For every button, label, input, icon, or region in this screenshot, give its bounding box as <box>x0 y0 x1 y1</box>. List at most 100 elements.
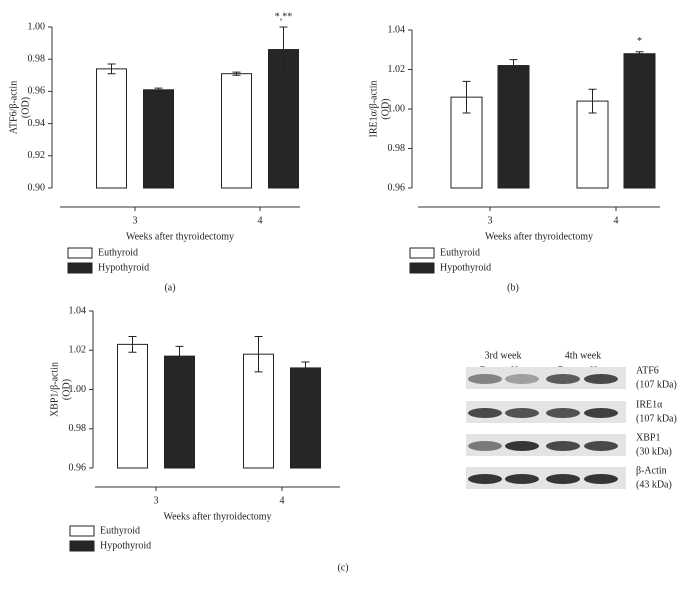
y-axis-label: ATF6/β-actin <box>8 81 19 134</box>
blot-protein: IRE1α <box>636 399 663 410</box>
legend-swatch <box>409 247 435 259</box>
error-bar <box>107 63 116 75</box>
x-tick-label: 3 <box>133 215 138 226</box>
y-tick-label: 1.00 <box>28 21 46 32</box>
error-bar <box>462 80 471 114</box>
y-axis-label: IRE1α/β-actin <box>368 81 379 138</box>
blot-size: (30 kDa) <box>636 446 672 457</box>
error-bar <box>279 26 288 73</box>
bar <box>497 65 530 189</box>
blot-band <box>468 441 502 451</box>
bar <box>576 100 609 189</box>
blot-band <box>584 374 618 384</box>
blot-protein: XBP1 <box>636 432 660 443</box>
blot-band <box>505 408 539 418</box>
y-axis-label: XBP1/β-actin <box>49 362 60 417</box>
blot-band <box>546 474 580 484</box>
legend-swatch <box>409 262 435 274</box>
y-tick-label: 1.04 <box>388 24 406 35</box>
error-bar <box>154 87 163 92</box>
blot-band <box>584 474 618 484</box>
legend-label: Hypothyroid <box>440 262 491 273</box>
x-tick-label: 3 <box>488 215 493 226</box>
x-tick-label: 4 <box>280 495 285 506</box>
legend-label: Euthyroid <box>440 247 480 258</box>
legend-swatch <box>67 247 93 259</box>
y-tick-label: 0.92 <box>28 150 46 161</box>
blot-strip <box>466 467 626 489</box>
y-axis-label: (OD) <box>61 379 72 400</box>
y-tick-label: 0.98 <box>69 423 87 434</box>
blot-band <box>584 441 618 451</box>
legend-swatch <box>69 540 95 552</box>
blot-strip <box>466 401 626 423</box>
y-tick-label: 0.96 <box>28 86 46 97</box>
y-tick-label: 1.00 <box>69 384 87 395</box>
blot-strip <box>466 434 626 456</box>
error-bar <box>232 71 241 76</box>
blot-size: (107 kDa) <box>636 413 677 424</box>
blot-size: (43 kDa) <box>636 479 672 490</box>
legend-swatch <box>69 525 95 537</box>
error-bar <box>175 345 184 367</box>
bar <box>221 73 252 189</box>
error-bar <box>254 336 263 373</box>
blot-band <box>546 374 580 384</box>
y-tick-label: 1.02 <box>69 345 87 356</box>
blot-band <box>584 408 618 418</box>
y-tick-label: 0.98 <box>28 53 46 64</box>
legend-label: Hypothyroid <box>100 540 151 551</box>
bar <box>290 367 321 469</box>
blot-band <box>505 374 539 384</box>
y-axis-label: (OD) <box>380 98 391 119</box>
y-tick-label: 0.94 <box>28 118 46 129</box>
blot-group-label: 4th week <box>565 350 601 361</box>
y-tick-label: 1.02 <box>388 64 406 75</box>
x-tick-label: 3 <box>154 495 159 506</box>
blot-protein: ATF6 <box>636 365 659 376</box>
x-axis-label: Weeks after thyroidectomy <box>485 231 593 242</box>
blot-band <box>505 441 539 451</box>
y-tick-label: 1.04 <box>69 305 87 316</box>
legend-label: Euthyroid <box>100 525 140 536</box>
legend-swatch <box>67 262 93 274</box>
y-tick-label: 0.96 <box>69 462 87 473</box>
x-tick-label: 4 <box>614 215 619 226</box>
bar <box>623 53 656 189</box>
panel-label: (a) <box>164 282 175 293</box>
error-bar <box>128 336 137 353</box>
x-axis-label: Weeks after thyroidectomy <box>163 511 271 522</box>
x-tick-label: 4 <box>258 215 263 226</box>
panel-label: (b) <box>507 282 519 293</box>
bar <box>117 343 148 469</box>
error-bar <box>588 88 597 114</box>
y-tick-label: 0.98 <box>388 143 406 154</box>
y-tick-label: 0.90 <box>28 182 46 193</box>
blot-band <box>546 441 580 451</box>
error-bar <box>509 59 518 72</box>
y-axis-label: (OD) <box>20 97 31 118</box>
significance-label: * <box>637 36 642 47</box>
blot-band <box>468 474 502 484</box>
error-bar <box>301 361 310 375</box>
y-tick-label: 1.00 <box>388 103 406 114</box>
blot-band <box>468 374 502 384</box>
error-bar <box>635 51 644 57</box>
legend-label: Hypothyroid <box>98 262 149 273</box>
y-tick-label: 0.96 <box>388 182 406 193</box>
blot-band <box>468 408 502 418</box>
legend-label: Euthyroid <box>98 247 138 258</box>
blot-protein: β-Actin <box>636 465 667 476</box>
blot-band <box>546 408 580 418</box>
significance-label: *,** <box>275 11 293 22</box>
blot-size: (107 kDa) <box>636 379 677 390</box>
blot-group-label: 3rd week <box>485 350 522 361</box>
panel-label: (c) <box>337 562 348 573</box>
bar <box>143 89 174 189</box>
bar <box>164 355 195 469</box>
blot-strip <box>466 367 626 389</box>
x-axis-label: Weeks after thyroidectomy <box>126 231 234 242</box>
blot-band <box>505 474 539 484</box>
bar <box>96 68 127 189</box>
